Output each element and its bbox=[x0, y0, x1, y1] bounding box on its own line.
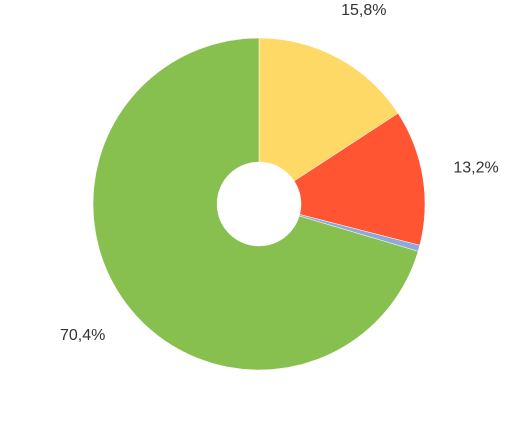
slice bbox=[293, 112, 426, 246]
slice-label: 13,2% bbox=[453, 159, 498, 176]
slice-label: 15,8% bbox=[341, 2, 386, 19]
slice bbox=[258, 37, 399, 182]
slice bbox=[92, 37, 419, 371]
slice-label: 70,4% bbox=[60, 327, 105, 344]
